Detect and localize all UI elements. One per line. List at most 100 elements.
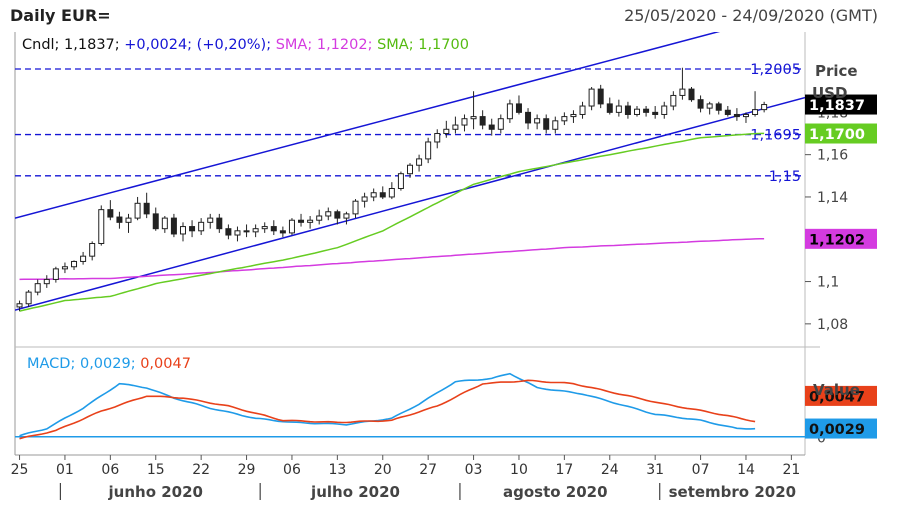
x-tick-label: 17 [555,462,573,478]
candle-body [506,103,513,120]
x-tick-label: 31 [646,462,664,478]
macd-series-signal [19,379,756,440]
price-axis-unit: USD [812,84,848,102]
candle-body [425,141,432,160]
candle-body [652,111,659,115]
candle-body [252,228,259,233]
candle-body [742,113,749,118]
date-range: 25/05/2020 - 24/09/2020 (GMT) [624,6,878,25]
legend-sma1-label: SMA; [275,37,313,53]
macd-zero-label: 0 [817,431,826,447]
last-value-tag-label: 1,1202 [809,232,865,248]
last-value-tag [805,94,877,115]
candle-body [116,216,123,223]
last-value-tag-label: 1,1837 [809,98,865,114]
candle-body [352,200,359,215]
price-axis-title: Price [815,62,858,80]
sma-slow-line [19,238,765,281]
sma-fast-line [19,132,765,312]
candle-body [270,226,277,232]
candle-body [452,124,459,130]
candle-body [570,113,577,118]
candle-body [261,226,268,230]
candle-body [643,108,650,113]
candle-body [488,124,495,130]
candle-body [325,211,332,217]
legend-sma2-label: SMA; [377,37,414,53]
candle-body [588,88,595,107]
candle-body [152,213,159,230]
legend-change: +0,0024; [124,37,193,53]
candle-body [761,104,768,111]
candle-body [388,188,395,198]
last-value-tag [805,123,877,144]
candle-body [634,108,641,115]
candle-body [733,113,740,118]
candle-body [561,116,568,122]
price-tick-label: 1,14 [817,190,848,206]
candle-body [443,128,450,135]
x-tick-label: 29 [238,462,256,478]
legend-sma2-value: 1,1700 [418,37,469,53]
candle-body [397,173,404,190]
x-tick-label: 24 [601,462,619,478]
month-label: agosto 2020 [503,483,608,501]
candle-body [697,99,704,109]
candle-body [170,217,177,235]
x-tick-label: 06 [101,462,119,478]
x-tick-label: 20 [374,462,392,478]
candle-body [16,303,23,308]
macd-legend: MACD; 0,0029; 0,0047 [27,356,191,372]
candle-body [470,116,477,120]
x-tick-label: 06 [283,462,301,478]
x-tick-label: 21 [782,462,800,478]
candle-body [198,221,205,232]
x-tick-label: 10 [510,462,528,478]
candle-body [189,226,196,232]
candle-body [416,158,423,166]
candle-body [71,260,78,268]
candle-body [207,217,214,223]
legend-close: 1,1837; [64,37,120,53]
legend-macd-value: 0,0029; [79,356,136,372]
candle-body [525,111,532,124]
instrument-title: Daily EUR= [10,6,111,25]
channel-line [15,32,721,219]
legend-change-pct: (+0,20%); [196,37,272,53]
x-tick-label: 03 [465,462,483,478]
candle-body [543,118,550,130]
candle-body [98,209,105,244]
candle-body [679,88,686,96]
last-value-tag-label: 1,1700 [809,127,865,143]
candle-body [279,230,286,234]
x-tick-label: 13 [328,462,346,478]
candle-body [125,217,132,223]
candle-body [370,192,377,198]
candle-body [179,226,186,235]
candle-body [52,268,59,280]
candle-body [61,266,68,270]
level-label: 1,2005 [750,62,801,78]
candle-body [243,230,250,233]
candle-body [80,255,87,262]
x-tick-label: 22 [192,462,210,478]
candle-body [216,217,223,230]
month-label: junho 2020 [108,483,203,501]
candle-body [143,202,150,215]
legend-signal-value: 0,0047 [140,356,191,372]
candle-body [624,105,631,115]
macd-value-tag [805,385,877,406]
price-tick-label: 1,1 [817,275,839,291]
candle-body [234,230,241,236]
candle-body [606,103,613,113]
candle-body [434,133,441,143]
price-legend: Cndl; 1,1837; +0,0024; (+0,20%); SMA; 1,… [22,37,469,53]
macd-series-macd [19,372,756,437]
candle-body [552,120,559,130]
candle-body [597,88,604,105]
macd-value-tag [805,418,877,439]
candle-body [134,202,141,219]
candle-body [724,109,731,115]
